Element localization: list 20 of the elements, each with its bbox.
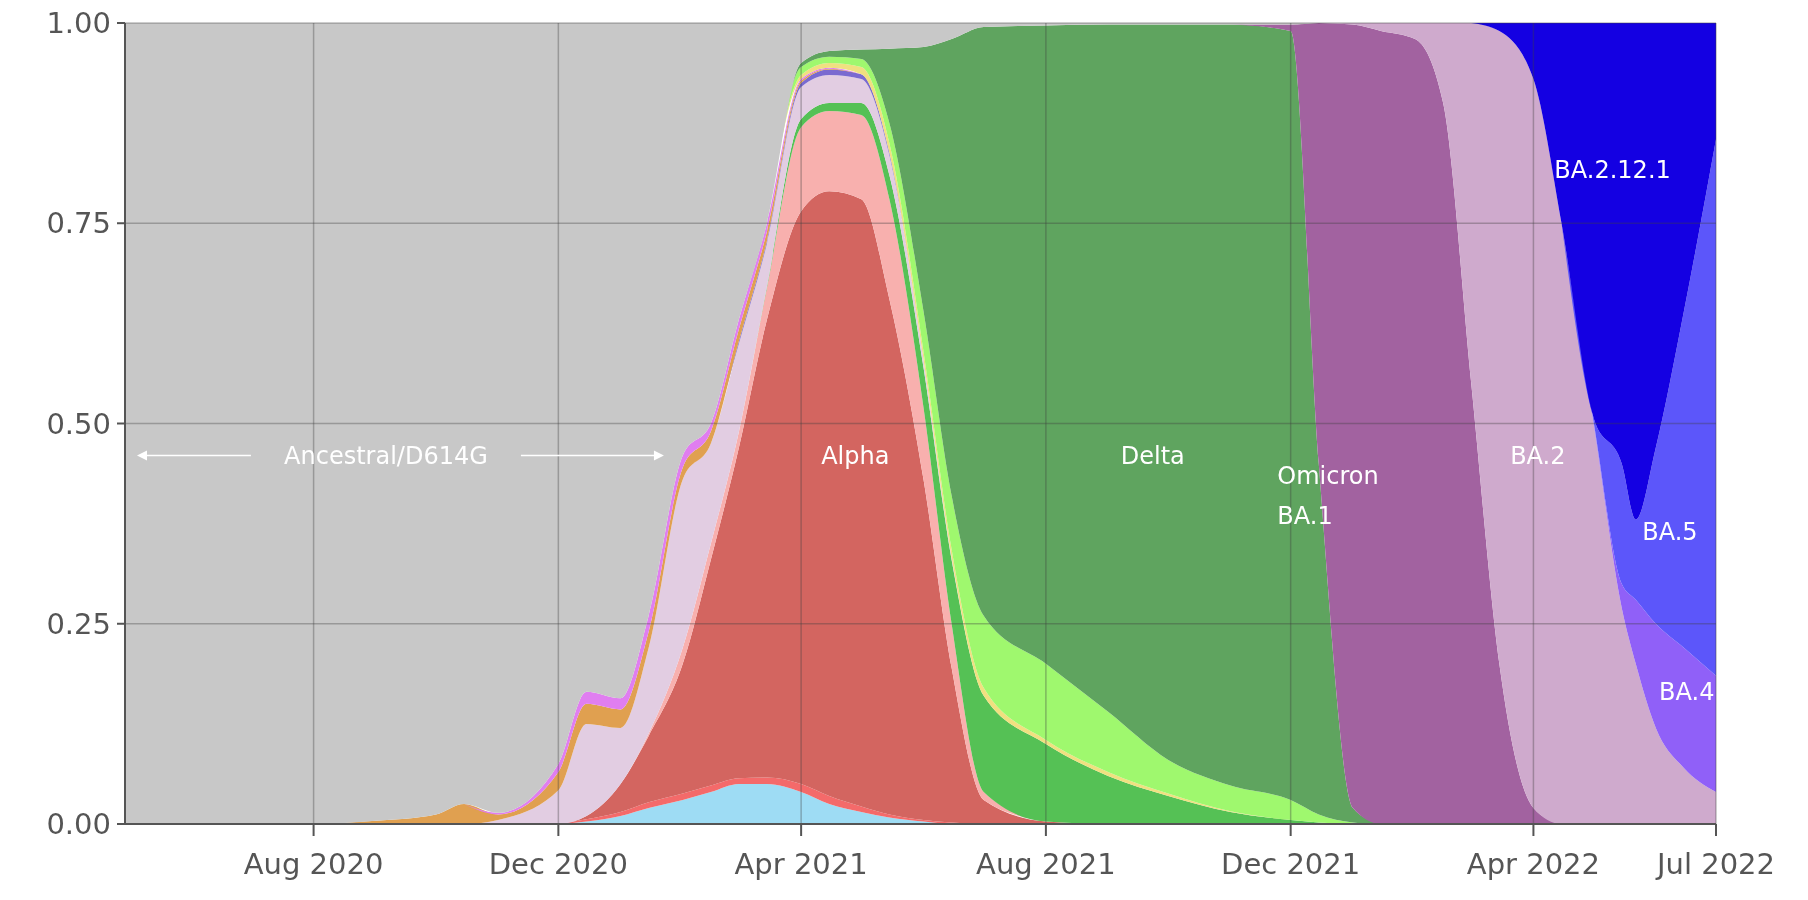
series-label: BA.4 bbox=[1659, 677, 1715, 706]
y-tick-label: 0.25 bbox=[46, 606, 111, 641]
series-label: Omicron BA.1 bbox=[1277, 461, 1379, 530]
x-tick-label: Jul 2022 bbox=[1654, 847, 1776, 881]
series-label: Delta bbox=[1120, 441, 1185, 470]
y-tick-label: 0.50 bbox=[46, 406, 111, 441]
series-label: BA.2.12.1 bbox=[1554, 156, 1671, 185]
series-label: BA.5 bbox=[1642, 517, 1698, 546]
x-tick-label: Aug 2021 bbox=[976, 847, 1116, 881]
series-label: Alpha bbox=[821, 441, 890, 470]
series-label: Ancestral/D614G bbox=[284, 441, 488, 470]
x-tick-label: Apr 2022 bbox=[1466, 847, 1601, 881]
x-tick-label: Aug 2020 bbox=[243, 847, 384, 881]
x-tick-label: Apr 2021 bbox=[734, 847, 868, 881]
x-tick-label: Dec 2020 bbox=[488, 847, 628, 881]
y-tick-label: 0.00 bbox=[46, 807, 111, 842]
x-tick-label: Dec 2021 bbox=[1221, 847, 1361, 881]
y-tick-label: 1.00 bbox=[46, 6, 111, 41]
series-label: BA.2 bbox=[1510, 441, 1566, 470]
y-tick-label: 0.75 bbox=[46, 206, 111, 241]
